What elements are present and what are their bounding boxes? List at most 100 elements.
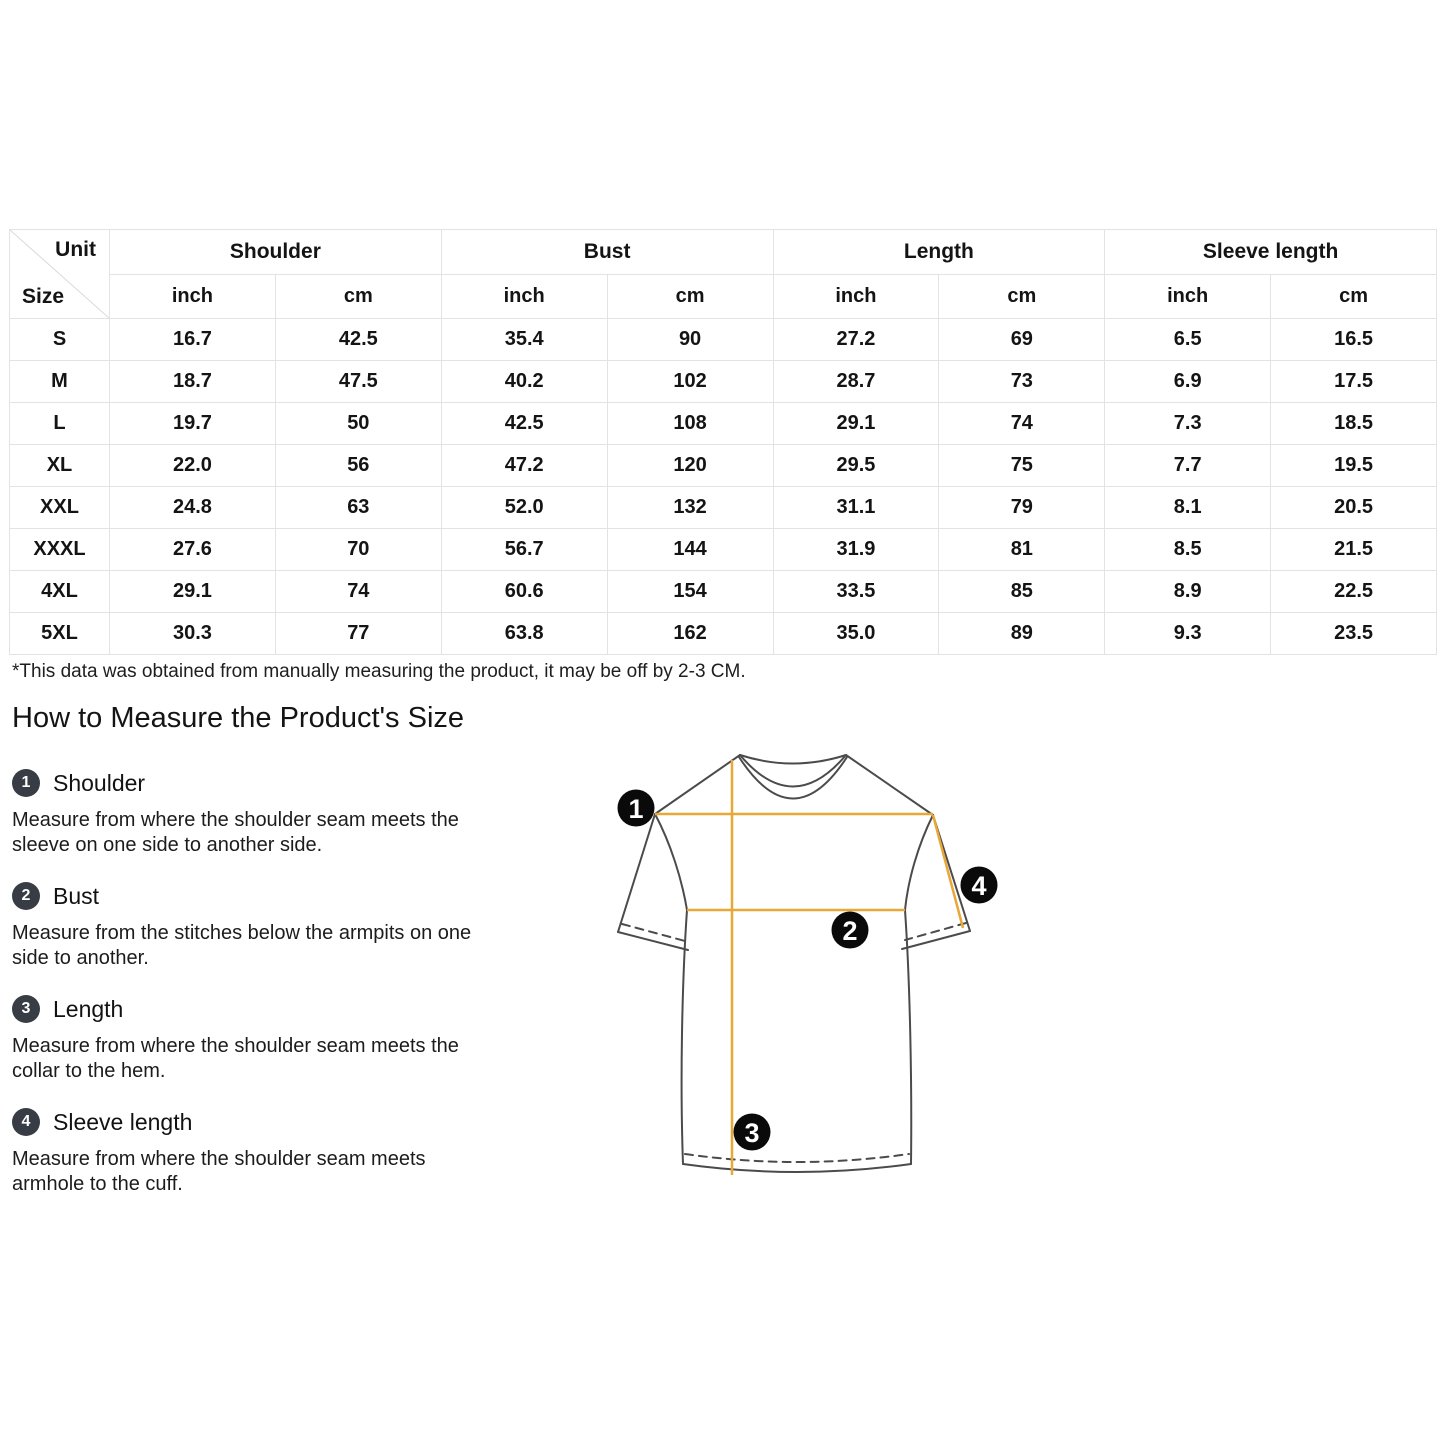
cell: 73: [938, 360, 1106, 403]
cell: 21.5: [1270, 528, 1437, 571]
item-description: Measure from the stitches below the armp…: [12, 922, 472, 969]
unit-header: inch: [440, 274, 608, 319]
item-header: 2 Bust: [12, 882, 532, 910]
corner-label-unit: Unit: [55, 238, 96, 261]
step-2-badge: 2: [12, 882, 40, 910]
diagonal-divider: [10, 230, 109, 318]
diagram-badge-1-number: 1: [628, 794, 643, 824]
diagram-badge-2-number: 2: [842, 916, 857, 946]
cell: 33.5: [772, 570, 940, 613]
table-row: 4XL 29.1 74 60.6 154 33.5 85 8.9 22.5: [9, 570, 1437, 613]
diagram-badge-2: [831, 911, 869, 949]
table-unit-header-row: inch cm inch cm inch cm inch cm: [10, 274, 1437, 319]
cell: 75: [938, 444, 1106, 487]
cell: 79: [938, 486, 1106, 529]
corner-label-size: Size: [22, 285, 65, 308]
item-description: Measure from where the shoulder seam mee…: [12, 1148, 426, 1195]
cell: 50: [274, 402, 442, 445]
diagram-badge-3-number: 3: [744, 1118, 759, 1148]
cell: 102: [606, 360, 774, 403]
unit-header: cm: [938, 274, 1106, 319]
cell: 35.4: [440, 318, 608, 361]
unit-header: inch: [772, 274, 940, 319]
table-row: 5XL 30.3 77 63.8 162 35.0 89 9.3 23.5: [9, 612, 1437, 655]
item-label: Length: [53, 995, 124, 1022]
table-group-header-row: Unit Size Shoulder Bust Length Sleeve le…: [9, 229, 1437, 319]
cell: 30.3: [109, 612, 276, 655]
table-row: M 18.7 47.5 40.2 102 28.7 73 6.9 17.5: [9, 360, 1437, 403]
diagram-badge-1: [617, 789, 655, 827]
table-row: XL 22.0 56 47.2 120 29.5 75 7.7 19.5: [9, 444, 1437, 487]
cell: 6.9: [1104, 360, 1272, 403]
item-label: Sleeve length: [53, 1108, 193, 1135]
sleeve-measure-line: [931, 814, 965, 929]
cell: 28.7: [772, 360, 940, 403]
column-group-shoulder: Shoulder: [109, 229, 442, 275]
step-3-badge: 3: [12, 995, 40, 1023]
table-row: XXXL 27.6 70 56.7 144 31.9 81 8.5 21.5: [9, 528, 1437, 571]
cell: 63.8: [440, 612, 608, 655]
cell: 8.1: [1104, 486, 1272, 529]
column-group-sleeve-length: Sleeve length: [1104, 229, 1437, 275]
size-label: XXL: [9, 486, 110, 529]
column-group-bust: Bust: [440, 229, 774, 275]
size-chart-table: Unit Size Shoulder Bust Length Sleeve le…: [9, 229, 1437, 655]
cell: 162: [606, 612, 774, 655]
item-description: Measure from where the shoulder seam mee…: [12, 809, 459, 856]
size-label: XL: [9, 444, 110, 487]
cell: 18.7: [109, 360, 276, 403]
cell: 22.0: [109, 444, 276, 487]
section-title: How to Measure the Product's Size: [12, 702, 465, 734]
cell: 27.2: [772, 318, 940, 361]
cell: 42.5: [274, 318, 442, 361]
cell: 74: [274, 570, 442, 613]
step-1-badge: 1: [12, 769, 40, 797]
cell: 19.7: [109, 402, 276, 445]
diagram-badges: 1 2 3 4: [617, 789, 998, 1151]
cell: 69: [938, 318, 1106, 361]
cell: 31.1: [772, 486, 940, 529]
size-label: 4XL: [9, 570, 110, 613]
cell: 154: [606, 570, 774, 613]
cell: 19.5: [1270, 444, 1437, 487]
unit-header: cm: [274, 274, 442, 319]
cell: 144: [606, 528, 774, 571]
tshirt-outline: [617, 754, 971, 1173]
cell: 81: [938, 528, 1106, 571]
cell: 47.5: [274, 360, 442, 403]
tshirt-measurement-diagram: 1 2 3 4: [617, 754, 998, 1175]
measure-item-shoulder: 1 Shoulder Measure from where the should…: [12, 769, 532, 858]
cell: 56.7: [440, 528, 608, 571]
cell: 16.7: [109, 318, 276, 361]
cell: 22.5: [1270, 570, 1437, 613]
step-4-badge: 4: [12, 1108, 40, 1136]
cell: 42.5: [440, 402, 608, 445]
how-to-measure-section: How to Measure the Product's Size 1 Shou…: [12, 702, 1433, 1221]
cell: 18.5: [1270, 402, 1437, 445]
cell: 8.9: [1104, 570, 1272, 613]
size-label: S: [9, 318, 110, 361]
cell: 29.1: [772, 402, 940, 445]
diagram-badge-4: [960, 866, 998, 904]
size-label: M: [9, 360, 110, 403]
cell: 24.8: [109, 486, 276, 529]
cell: 7.7: [1104, 444, 1272, 487]
cell: 85: [938, 570, 1106, 613]
unit-header: inch: [1104, 274, 1272, 319]
cell: 27.6: [109, 528, 276, 571]
cell: 60.6: [440, 570, 608, 613]
measure-item-sleeve-length: 4 Sleeve length Measure from where the s…: [12, 1108, 532, 1197]
cell: 9.3: [1104, 612, 1272, 655]
cell: 23.5: [1270, 612, 1437, 655]
unit-header: cm: [606, 274, 774, 319]
cell: 31.9: [772, 528, 940, 571]
item-header: 3 Length: [12, 995, 532, 1023]
item-header: 4 Sleeve length: [12, 1108, 532, 1136]
unit-header: inch: [109, 274, 276, 319]
cell: 63: [274, 486, 442, 529]
cell: 74: [938, 402, 1106, 445]
table-row: XXL 24.8 63 52.0 132 31.1 79 8.1 20.5: [9, 486, 1437, 529]
cell: 20.5: [1270, 486, 1437, 529]
cell: 108: [606, 402, 774, 445]
size-label: 5XL: [9, 612, 110, 655]
